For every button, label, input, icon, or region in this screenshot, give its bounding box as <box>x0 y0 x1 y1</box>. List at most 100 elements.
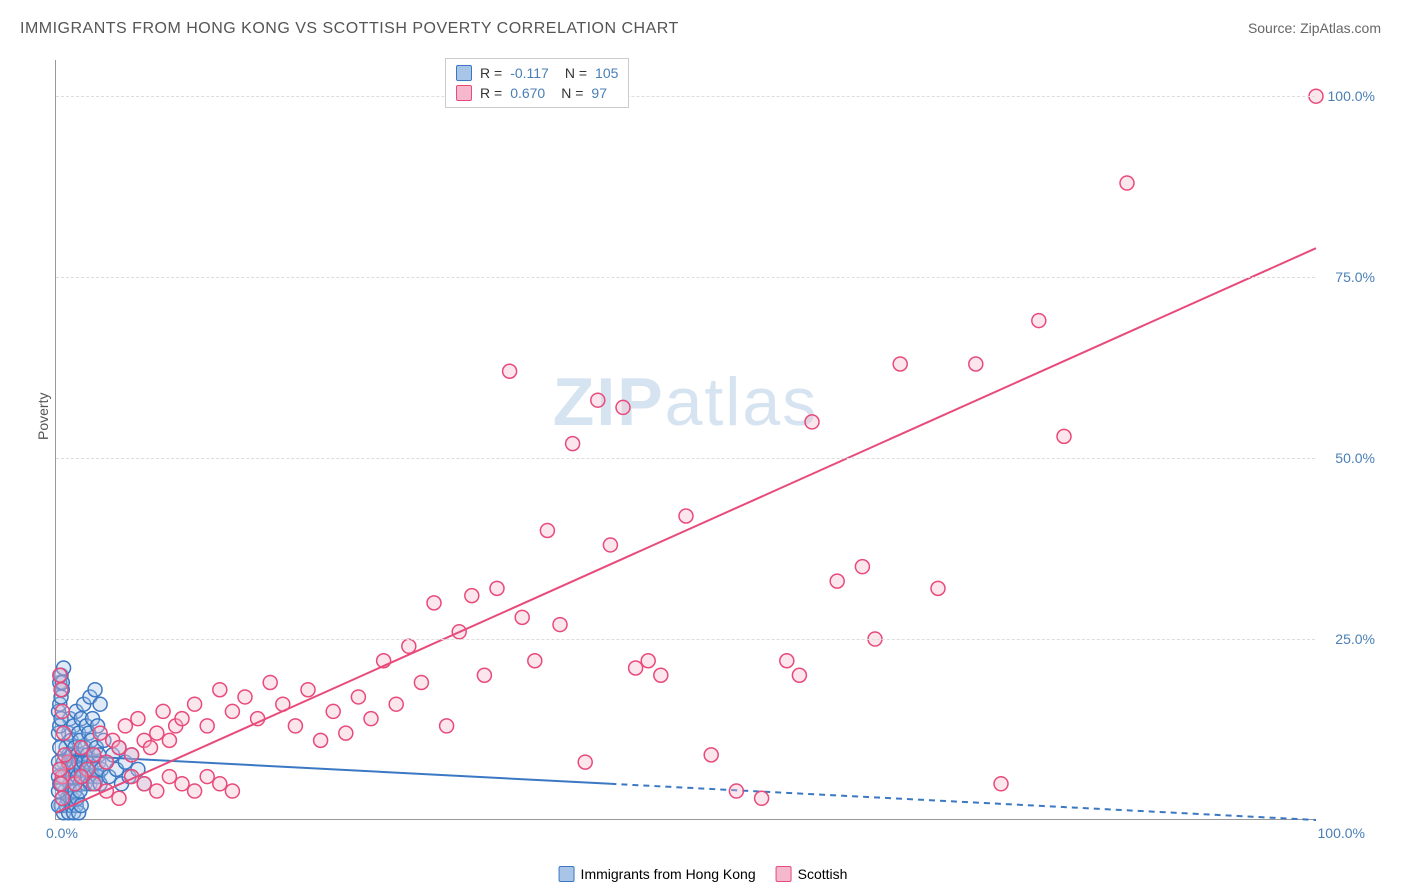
data-point <box>200 719 214 733</box>
gridline <box>56 458 1315 459</box>
data-point <box>301 683 315 697</box>
data-point <box>225 784 239 798</box>
n-value: 105 <box>595 65 618 81</box>
data-point <box>528 654 542 668</box>
data-point <box>93 726 107 740</box>
data-point <box>74 770 88 784</box>
x-tick-min: 0.0% <box>46 825 78 841</box>
data-point <box>53 668 67 682</box>
correlation-legend: R = -0.117 N = 105 R = 0.670 N = 97 <box>445 58 629 108</box>
chart-title: IMMIGRANTS FROM HONG KONG VS SCOTTISH PO… <box>20 20 679 38</box>
x-tick-max: 100.0% <box>1318 825 1365 841</box>
data-point <box>93 697 107 711</box>
gridline <box>56 277 1315 278</box>
data-point <box>553 618 567 632</box>
data-point <box>679 509 693 523</box>
legend-label: Scottish <box>798 866 848 882</box>
data-point <box>490 581 504 595</box>
n-label: N = <box>561 85 583 101</box>
data-point <box>162 770 176 784</box>
data-point <box>54 777 68 791</box>
data-point <box>729 784 743 798</box>
data-point <box>893 357 907 371</box>
r-value: 0.670 <box>510 85 545 101</box>
data-point <box>931 581 945 595</box>
regression-line <box>56 248 1316 813</box>
data-point <box>969 357 983 371</box>
data-point <box>213 683 227 697</box>
data-point <box>994 777 1008 791</box>
data-point <box>326 704 340 718</box>
data-point <box>156 704 170 718</box>
y-axis-title: Poverty <box>35 393 51 440</box>
scatter-plot-svg <box>56 60 1315 819</box>
r-label: R = <box>480 85 502 101</box>
data-point <box>440 719 454 733</box>
data-point <box>112 741 126 755</box>
data-point <box>150 726 164 740</box>
gridline <box>56 639 1315 640</box>
data-point <box>131 712 145 726</box>
data-point <box>188 784 202 798</box>
data-point <box>263 675 277 689</box>
n-value: 97 <box>591 85 607 101</box>
data-point <box>53 762 67 776</box>
data-point <box>364 712 378 726</box>
data-point <box>74 741 88 755</box>
legend-swatch <box>456 85 472 101</box>
data-point <box>389 697 403 711</box>
data-point <box>792 668 806 682</box>
data-point <box>213 777 227 791</box>
data-point <box>654 668 668 682</box>
source-label: Source: ZipAtlas.com <box>1248 20 1381 36</box>
data-point <box>402 639 416 653</box>
data-point <box>88 683 102 697</box>
legend-swatch <box>456 65 472 81</box>
r-value: -0.117 <box>510 65 549 81</box>
y-tick-label: 75.0% <box>1335 269 1375 285</box>
data-point <box>578 755 592 769</box>
legend-swatch <box>776 866 792 882</box>
data-point <box>603 538 617 552</box>
data-point <box>150 784 164 798</box>
r-label: R = <box>480 65 502 81</box>
data-point <box>55 791 69 805</box>
data-point <box>288 719 302 733</box>
data-point <box>58 748 72 762</box>
data-point <box>162 733 176 747</box>
data-point <box>54 683 68 697</box>
data-point <box>175 777 189 791</box>
data-point <box>503 364 517 378</box>
data-point <box>339 726 353 740</box>
data-point <box>112 791 126 805</box>
y-tick-label: 100.0% <box>1328 88 1375 104</box>
legend-label: Immigrants from Hong Kong <box>581 866 756 882</box>
data-point <box>616 400 630 414</box>
data-point <box>314 733 328 747</box>
legend-row: R = 0.670 N = 97 <box>456 83 618 103</box>
data-point <box>1120 176 1134 190</box>
data-point <box>137 777 151 791</box>
data-point <box>125 748 139 762</box>
data-point <box>629 661 643 675</box>
data-point <box>414 675 428 689</box>
data-point <box>641 654 655 668</box>
regression-line-extrapolated <box>610 784 1316 820</box>
data-point <box>351 690 365 704</box>
data-point <box>465 589 479 603</box>
data-point <box>566 437 580 451</box>
data-point <box>477 668 491 682</box>
data-point <box>118 719 132 733</box>
data-point <box>55 704 69 718</box>
legend-item: Scottish <box>776 866 848 882</box>
legend-item: Immigrants from Hong Kong <box>559 866 756 882</box>
data-point <box>1057 429 1071 443</box>
data-point <box>87 777 101 791</box>
data-point <box>540 523 554 537</box>
legend-swatch <box>559 866 575 882</box>
data-point <box>1032 314 1046 328</box>
data-point <box>175 712 189 726</box>
data-point <box>780 654 794 668</box>
series-legend: Immigrants from Hong Kong Scottish <box>559 866 848 882</box>
data-point <box>855 560 869 574</box>
